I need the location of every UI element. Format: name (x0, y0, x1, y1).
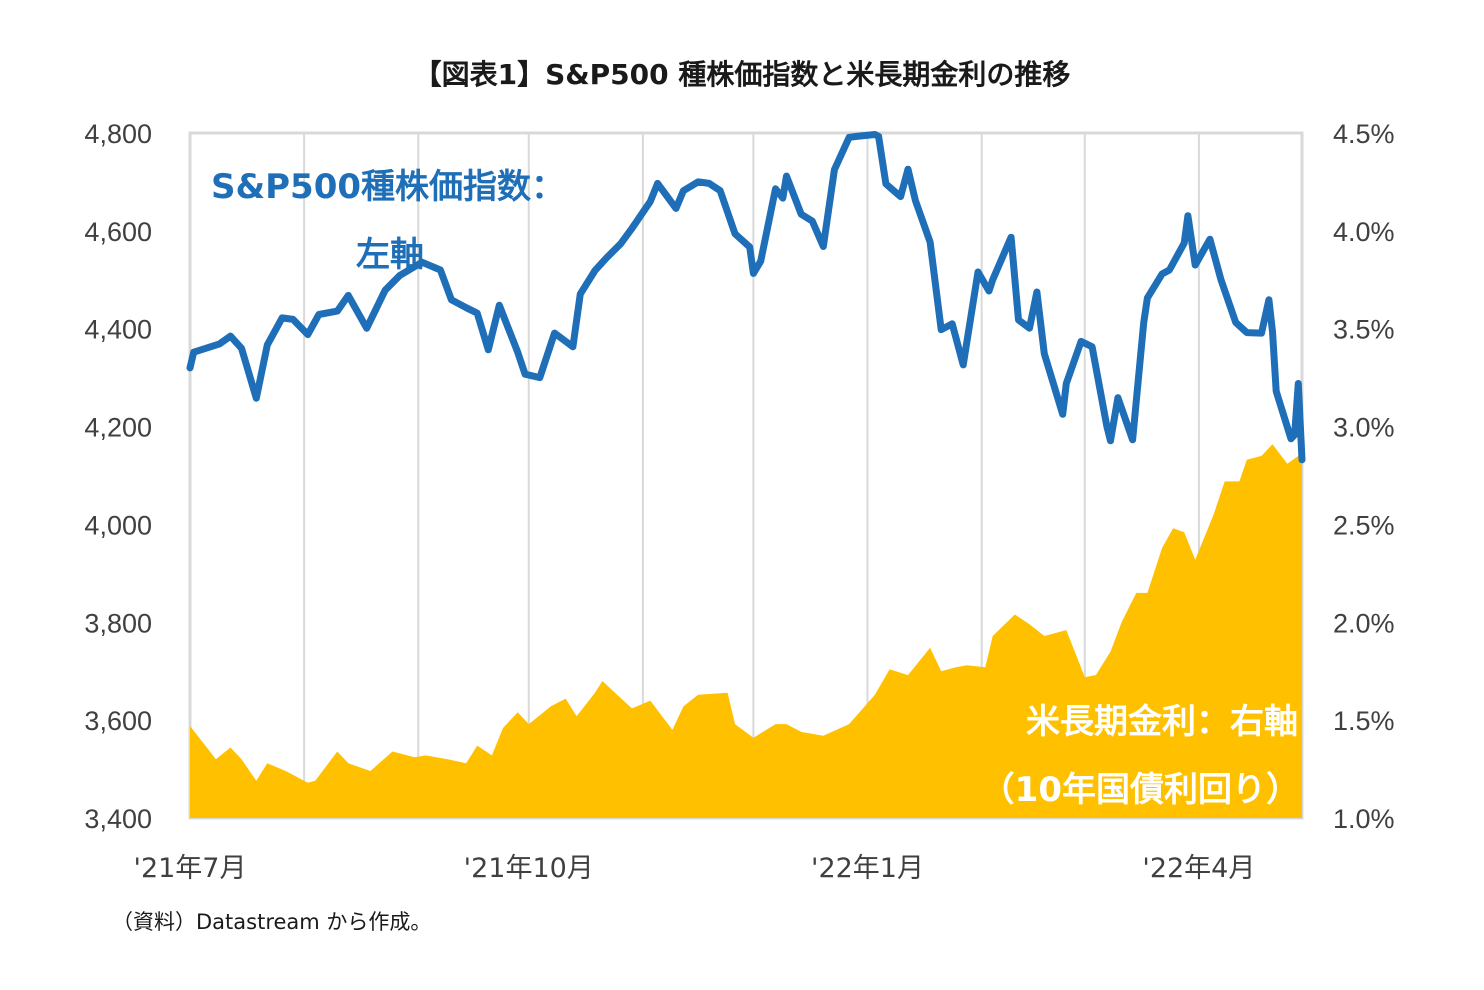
right-tick-label-2: 2.0% (1333, 608, 1395, 638)
yield-series-label-line1: 米長期金利：右軸 (1026, 702, 1298, 742)
source-note: （資料）Datastream から作成。 (112, 910, 431, 934)
x-tick-label-2: '22年1月 (811, 853, 924, 884)
left-tick-label-3: 4,000 (84, 510, 152, 540)
right-tick-label-0: 1.0% (1333, 804, 1395, 834)
right-tick-label-1: 1.5% (1333, 706, 1395, 736)
x-tick-label-0: '21年7月 (134, 853, 247, 884)
sp500-line-layer (186, 131, 1306, 464)
left-axis-ticks: 3,400 3,600 3,800 4,000 4,200 4,400 4,600 4,800 (84, 119, 152, 834)
x-axis-ticks: '21年7月 '21年10月 '22年1月 '22年4月 (134, 853, 1256, 884)
yield-series-label-line2: （10年国債利回り） (981, 770, 1300, 810)
x-tick-label-1: '21年10月 (464, 853, 594, 884)
sp500-line (186, 131, 1306, 464)
right-tick-label-6: 4.0% (1333, 217, 1395, 247)
left-tick-label-5: 4,400 (84, 315, 152, 345)
chart-title: 【図表1】S&P500 種株価指数と米長期金利の推移 (414, 58, 1071, 91)
left-tick-label-2: 3,800 (84, 608, 152, 638)
right-tick-label-4: 3.0% (1333, 413, 1395, 443)
left-tick-label-4: 4,200 (84, 413, 152, 443)
sp500-series-label-line1: S&P500種株価指数： (211, 167, 565, 207)
right-tick-label-7: 4.5% (1333, 119, 1395, 149)
yield-area-layer (190, 444, 1302, 818)
right-axis-ticks: 1.0% 1.5% 2.0% 2.5% 3.0% 3.5% 4.0% 4.5% (1333, 119, 1395, 834)
right-tick-label-5: 3.5% (1333, 315, 1395, 345)
left-tick-label-7: 4,800 (84, 119, 152, 149)
left-tick-label-0: 3,400 (84, 804, 152, 834)
left-tick-label-1: 3,600 (84, 706, 152, 736)
left-tick-label-6: 4,600 (84, 217, 152, 247)
yield-area (190, 444, 1302, 818)
x-tick-label-3: '22年4月 (1142, 853, 1255, 884)
right-tick-label-3: 2.5% (1333, 510, 1395, 540)
sp500-series-label-line2: 左軸 (356, 235, 424, 275)
